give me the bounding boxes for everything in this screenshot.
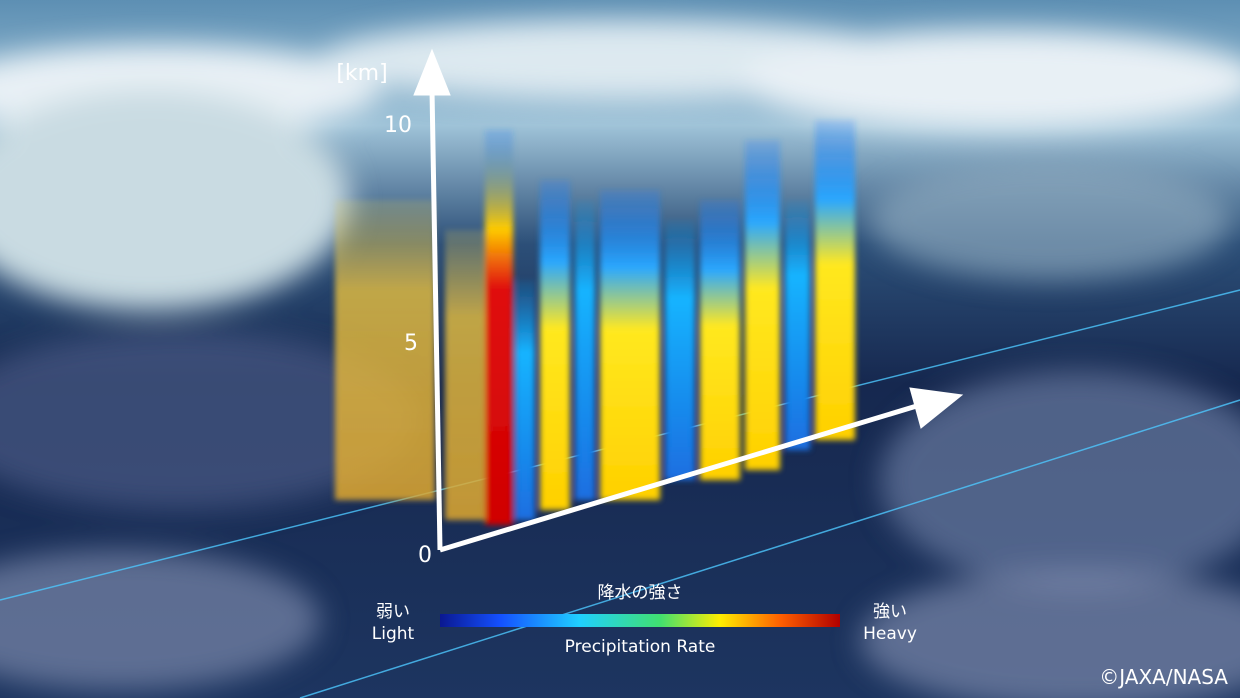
tick-label: 10	[384, 113, 412, 138]
legend-low-en: Light	[372, 624, 415, 644]
legend-low-ja: 弱い	[376, 602, 410, 622]
credit: ©JAXA/NASA	[1099, 665, 1228, 689]
axes	[413, 48, 964, 553]
legend-high-en: Heavy	[863, 624, 917, 644]
legend-caption: Precipitation Rate	[565, 637, 716, 657]
legend-title: 降水の強さ	[598, 583, 683, 603]
tick-label: 0	[418, 543, 432, 568]
legend-high-ja: 強い	[873, 602, 907, 622]
clouds	[0, 20, 1240, 698]
color-bar	[440, 614, 840, 627]
axis-unit: [km]	[336, 61, 387, 86]
precipitation-columns	[335, 120, 855, 525]
tick-label: 5	[404, 331, 418, 356]
